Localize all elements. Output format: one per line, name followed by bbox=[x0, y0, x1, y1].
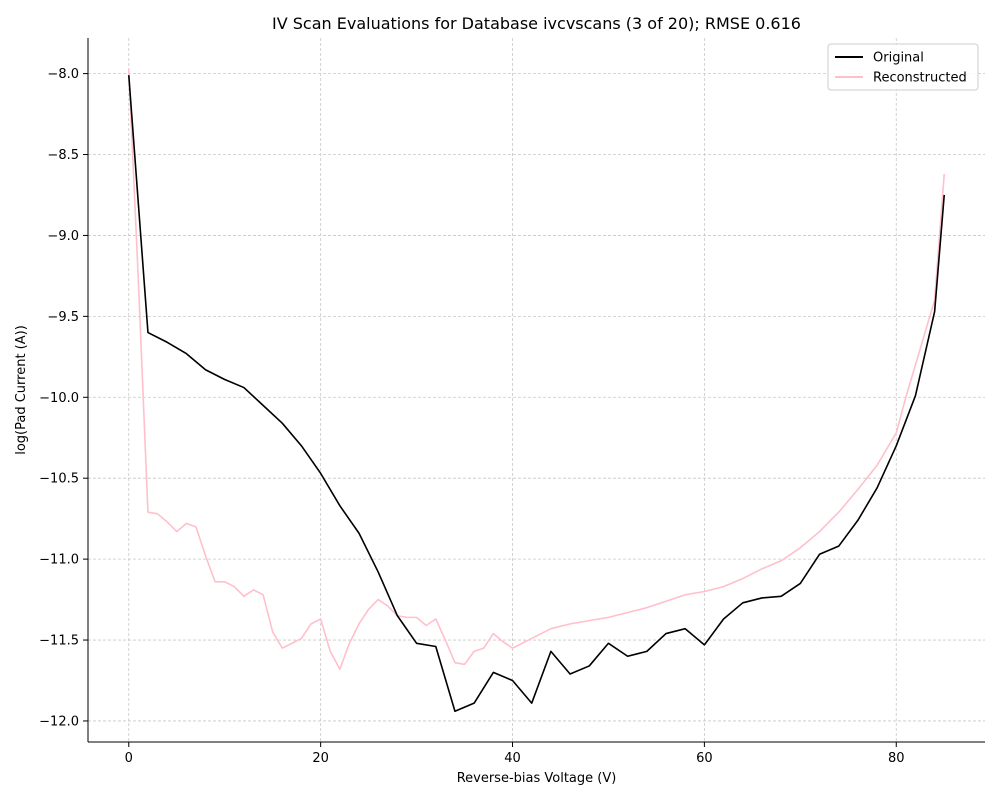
legend-label-original: Original bbox=[873, 51, 924, 66]
axes bbox=[87, 38, 985, 743]
legend-box bbox=[827, 43, 979, 91]
series-line-original bbox=[127, 75, 946, 713]
x-tick-label: 20 bbox=[312, 751, 329, 766]
series-lines bbox=[127, 68, 946, 713]
y-tick-label: −9.0 bbox=[47, 229, 79, 244]
legend-label-reconstructed: Reconstructed bbox=[873, 71, 967, 86]
x-tick-label: 80 bbox=[888, 751, 905, 766]
y-tick-label: −8.5 bbox=[47, 148, 79, 163]
y-tick-label: −11.0 bbox=[39, 553, 79, 568]
x-axis-label: Reverse-bias Voltage (V) bbox=[457, 771, 617, 786]
y-tick-label: −10.0 bbox=[39, 391, 79, 406]
y-tick-label: −8.0 bbox=[47, 67, 79, 82]
x-tick-label: 40 bbox=[504, 751, 521, 766]
x-tick-label: 0 bbox=[125, 751, 133, 766]
y-tick-label: −10.5 bbox=[39, 472, 79, 487]
y-tick-label: −12.0 bbox=[39, 714, 79, 729]
y-tick-label: −11.5 bbox=[39, 634, 79, 649]
series-line-reconstructed bbox=[127, 68, 946, 670]
x-tick-label: 60 bbox=[696, 751, 713, 766]
y-tick-label: −9.5 bbox=[47, 310, 79, 325]
ticks: 0 20 40 60 80 −8.0 −8.5 −9.0 −9.5 −10.0 −10.5 −11.0… bbox=[39, 67, 904, 766]
y-axis-label: log(Pad Current (A)) bbox=[14, 325, 29, 455]
chart-title: IV Scan Evaluations for Database ivcvsca… bbox=[272, 14, 801, 33]
legend: Original Reconstructed bbox=[827, 43, 979, 91]
